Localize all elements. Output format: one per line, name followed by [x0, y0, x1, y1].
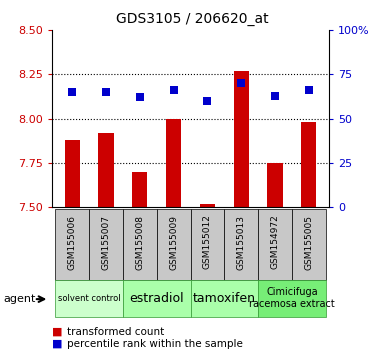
Bar: [65, 140, 80, 207]
Text: ■: ■: [52, 339, 62, 349]
Bar: [123, 280, 191, 317]
Bar: [55, 280, 123, 317]
Text: GSM155007: GSM155007: [102, 215, 110, 269]
Bar: [191, 209, 224, 280]
Bar: [132, 172, 147, 207]
Bar: [234, 71, 249, 207]
Point: [137, 95, 143, 100]
Bar: [200, 204, 215, 207]
Text: Cimicifuga
racemosa extract: Cimicifuga racemosa extract: [249, 287, 335, 309]
Bar: [224, 209, 258, 280]
Text: GSM155005: GSM155005: [305, 215, 313, 269]
Text: GSM155012: GSM155012: [203, 215, 212, 269]
Text: GSM155013: GSM155013: [237, 215, 246, 269]
Bar: [292, 209, 326, 280]
Bar: [268, 163, 283, 207]
Point: [272, 93, 278, 98]
Bar: [89, 209, 123, 280]
Point: [171, 87, 177, 93]
Text: GSM155008: GSM155008: [136, 215, 144, 269]
Text: transformed count: transformed count: [67, 327, 165, 337]
Bar: [123, 209, 157, 280]
Text: estradiol: estradiol: [129, 292, 184, 305]
Point: [238, 80, 244, 86]
Text: agent: agent: [4, 294, 36, 304]
Text: solvent control: solvent control: [58, 294, 121, 303]
Text: tamoxifen: tamoxifen: [193, 292, 256, 305]
Text: GDS3105 / 206620_at: GDS3105 / 206620_at: [116, 12, 269, 27]
Bar: [258, 209, 292, 280]
Bar: [99, 133, 114, 207]
Bar: [55, 209, 89, 280]
Text: percentile rank within the sample: percentile rank within the sample: [67, 339, 243, 349]
Bar: [166, 119, 181, 207]
Bar: [191, 280, 258, 317]
Point: [69, 89, 75, 95]
Text: GSM155006: GSM155006: [68, 215, 77, 269]
Point: [103, 89, 109, 95]
Bar: [258, 280, 326, 317]
Text: GSM154972: GSM154972: [271, 215, 280, 269]
Point: [306, 87, 312, 93]
Point: [204, 98, 211, 104]
Bar: [157, 209, 191, 280]
Bar: [301, 122, 316, 207]
Text: ■: ■: [52, 327, 62, 337]
Text: GSM155009: GSM155009: [169, 215, 178, 269]
